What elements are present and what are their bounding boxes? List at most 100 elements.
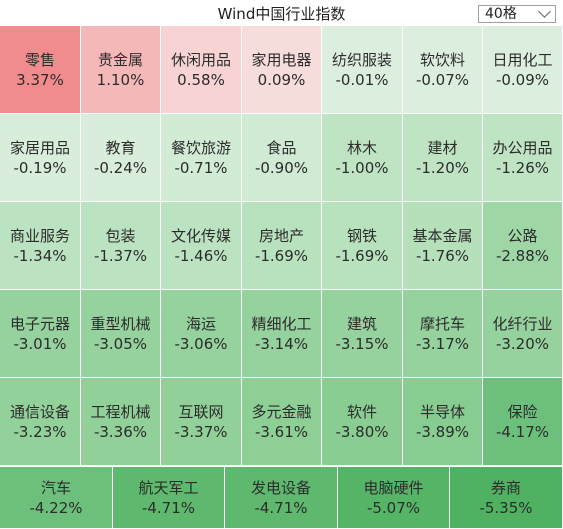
industry-change: -4.22% xyxy=(29,498,83,517)
industry-tile[interactable]: 建材 -1.20% xyxy=(403,114,483,202)
grid-size-value: 40格 xyxy=(485,6,517,22)
industry-tile[interactable]: 房地产 -1.69% xyxy=(242,202,322,290)
industry-tile[interactable]: 公路 -2.88% xyxy=(483,202,563,290)
industry-tile[interactable]: 多元金融 -3.61% xyxy=(242,378,322,466)
industry-change: -3.05% xyxy=(93,334,148,353)
industry-change: -4.17% xyxy=(495,422,550,441)
industry-change: -3.23% xyxy=(13,422,67,441)
industry-tile[interactable]: 办公用品 -1.26% xyxy=(483,114,563,202)
industry-tile[interactable]: 教育 -0.24% xyxy=(81,114,161,202)
industry-change: -3.37% xyxy=(174,422,228,441)
industry-tile[interactable]: 日用化工 -0.09% xyxy=(483,26,563,114)
industry-name: 保险 xyxy=(507,402,538,421)
chevron-down-icon[interactable] xyxy=(538,5,551,18)
industry-change: -1.26% xyxy=(495,158,550,177)
industry-change: -1.46% xyxy=(174,246,228,265)
industry-name: 建筑 xyxy=(346,314,377,333)
industry-tile[interactable]: 工程机械 -3.36% xyxy=(81,378,161,466)
industry-tile[interactable]: 电子元器 -3.01% xyxy=(0,290,81,378)
industry-change: 3.37% xyxy=(16,70,64,89)
industry-change: -4.71% xyxy=(254,498,308,517)
industry-name: 汽车 xyxy=(40,478,71,497)
industry-tile[interactable]: 食品 -0.90% xyxy=(242,114,322,202)
industry-name: 纺织服装 xyxy=(331,50,392,69)
industry-tile[interactable]: 林木 -1.00% xyxy=(322,114,403,202)
industry-name: 精细化工 xyxy=(251,314,312,333)
industry-change: -0.19% xyxy=(13,158,67,177)
industry-tile[interactable]: 摩托车 -3.17% xyxy=(403,290,483,378)
industry-name: 发电设备 xyxy=(250,478,311,497)
industry-change: -3.15% xyxy=(335,334,389,353)
industry-name: 包装 xyxy=(105,226,136,245)
industry-tile[interactable]: 软饮料 -0.07% xyxy=(403,26,483,114)
industry-tile[interactable]: 基本金属 -1.76% xyxy=(403,202,483,290)
industry-change: -3.89% xyxy=(415,422,470,441)
industry-change: -1.00% xyxy=(335,158,389,177)
industry-tile[interactable]: 互联网 -3.37% xyxy=(161,378,242,466)
industry-tile[interactable]: 包装 -1.37% xyxy=(81,202,161,290)
industry-tile[interactable]: 精细化工 -3.14% xyxy=(242,290,322,378)
industry-tile[interactable]: 家用电器 0.09% xyxy=(242,26,322,114)
industry-tile[interactable]: 餐饮旅游 -0.71% xyxy=(161,114,242,202)
industry-change: -1.34% xyxy=(13,246,67,265)
industry-tile[interactable]: 保险 -4.17% xyxy=(483,378,563,466)
industry-tile[interactable]: 发电设备 -4.71% xyxy=(225,466,338,529)
industry-tile[interactable]: 化纤行业 -3.20% xyxy=(483,290,563,378)
industry-name: 重型机械 xyxy=(90,314,151,333)
industry-change: 0.09% xyxy=(257,70,306,89)
industry-tile[interactable]: 海运 -3.06% xyxy=(161,290,242,378)
industry-tile[interactable]: 汽车 -4.22% xyxy=(0,466,113,529)
industry-name: 软件 xyxy=(346,402,377,421)
industry-tile[interactable]: 软件 -3.80% xyxy=(322,378,403,466)
industry-heatmap: 零售 3.37% 贵金属 1.10% 休闲用品 0.58% 家用电器 0.09% 纺织服装 -0.… xyxy=(0,26,563,529)
industry-name: 基本金属 xyxy=(412,226,473,245)
industry-name: 食品 xyxy=(266,138,297,157)
industry-tile[interactable]: 文化传媒 -1.46% xyxy=(161,202,242,290)
industry-change: -1.20% xyxy=(415,158,470,177)
grid-size-select[interactable]: 40格 xyxy=(478,5,556,23)
industry-tile[interactable]: 建筑 -3.15% xyxy=(322,290,403,378)
industry-tile[interactable]: 贵金属 1.10% xyxy=(81,26,161,114)
industry-name: 券商 xyxy=(490,478,521,497)
industry-change: -1.37% xyxy=(93,246,148,265)
industry-change: -3.80% xyxy=(335,422,389,441)
industry-change: -3.61% xyxy=(254,422,309,441)
industry-change: -3.01% xyxy=(13,334,67,353)
industry-name: 工程机械 xyxy=(90,402,151,421)
industry-tile[interactable]: 钢铁 -1.69% xyxy=(322,202,403,290)
industry-name: 互联网 xyxy=(178,402,224,421)
industry-name: 海运 xyxy=(185,314,216,333)
industry-name: 公路 xyxy=(507,226,538,245)
industry-change: -3.20% xyxy=(495,334,550,353)
industry-name: 房地产 xyxy=(258,226,304,245)
industry-name: 商业服务 xyxy=(9,226,70,245)
industry-name: 家居用品 xyxy=(9,138,70,157)
industry-change: -2.88% xyxy=(495,246,550,265)
industry-tile[interactable]: 半导体 -3.89% xyxy=(403,378,483,466)
industry-tile[interactable]: 休闲用品 0.58% xyxy=(161,26,242,114)
industry-tile[interactable]: 券商 -5.35% xyxy=(450,466,563,529)
industry-tile[interactable]: 通信设备 -3.23% xyxy=(0,378,81,466)
industry-tile[interactable]: 商业服务 -1.34% xyxy=(0,202,81,290)
industry-change: -0.09% xyxy=(495,70,550,89)
header: Wind中国行业指数 40格 xyxy=(0,0,563,26)
industry-tile[interactable]: 纺织服装 -0.01% xyxy=(322,26,403,114)
industry-name: 日用化工 xyxy=(492,50,553,69)
industry-name: 多元金融 xyxy=(251,402,312,421)
industry-tile[interactable]: 重型机械 -3.05% xyxy=(81,290,161,378)
industry-tile[interactable]: 家居用品 -0.19% xyxy=(0,114,81,202)
industry-change: -0.01% xyxy=(335,70,389,89)
industry-name: 文化传媒 xyxy=(170,226,231,245)
industry-name: 贵金属 xyxy=(97,50,143,69)
industry-change: -5.35% xyxy=(479,498,533,517)
industry-change: -3.17% xyxy=(415,334,470,353)
industry-tile[interactable]: 零售 3.37% xyxy=(0,26,81,114)
industry-change: -0.90% xyxy=(254,158,309,177)
industry-name: 软饮料 xyxy=(419,50,465,69)
industry-change: -3.06% xyxy=(174,334,228,353)
industry-tile[interactable]: 电脑硬件 -5.07% xyxy=(338,466,450,529)
industry-name: 休闲用品 xyxy=(170,50,231,69)
industry-change: -5.07% xyxy=(366,498,421,517)
industry-tile[interactable]: 航天军工 -4.71% xyxy=(113,466,225,529)
industry-name: 摩托车 xyxy=(419,314,465,333)
